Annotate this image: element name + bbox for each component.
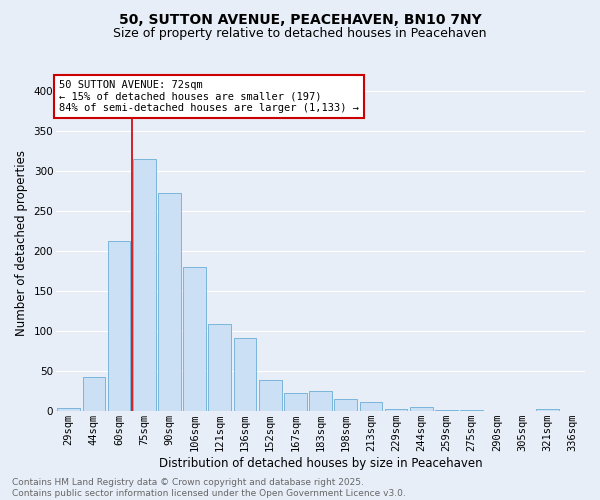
Bar bbox=[133, 159, 155, 411]
Bar bbox=[460, 410, 483, 411]
Bar bbox=[284, 393, 307, 411]
Text: 50, SUTTON AVENUE, PEACEHAVEN, BN10 7NY: 50, SUTTON AVENUE, PEACEHAVEN, BN10 7NY bbox=[119, 12, 481, 26]
Text: 50 SUTTON AVENUE: 72sqm
← 15% of detached houses are smaller (197)
84% of semi-d: 50 SUTTON AVENUE: 72sqm ← 15% of detache… bbox=[59, 80, 359, 113]
Bar bbox=[259, 380, 281, 411]
Bar bbox=[58, 408, 80, 411]
Bar bbox=[183, 267, 206, 411]
Bar bbox=[385, 409, 407, 411]
Bar bbox=[158, 192, 181, 411]
Bar bbox=[334, 399, 357, 411]
Text: Contains HM Land Registry data © Crown copyright and database right 2025.
Contai: Contains HM Land Registry data © Crown c… bbox=[12, 478, 406, 498]
Bar bbox=[208, 324, 231, 411]
Bar bbox=[83, 376, 105, 411]
Bar bbox=[108, 242, 130, 411]
Bar bbox=[536, 409, 559, 411]
Text: Size of property relative to detached houses in Peacehaven: Size of property relative to detached ho… bbox=[113, 28, 487, 40]
Bar bbox=[359, 402, 382, 411]
Bar bbox=[233, 338, 256, 411]
Y-axis label: Number of detached properties: Number of detached properties bbox=[15, 150, 28, 336]
Bar bbox=[309, 391, 332, 411]
Bar bbox=[435, 410, 458, 411]
X-axis label: Distribution of detached houses by size in Peacehaven: Distribution of detached houses by size … bbox=[159, 457, 482, 470]
Bar bbox=[410, 407, 433, 411]
